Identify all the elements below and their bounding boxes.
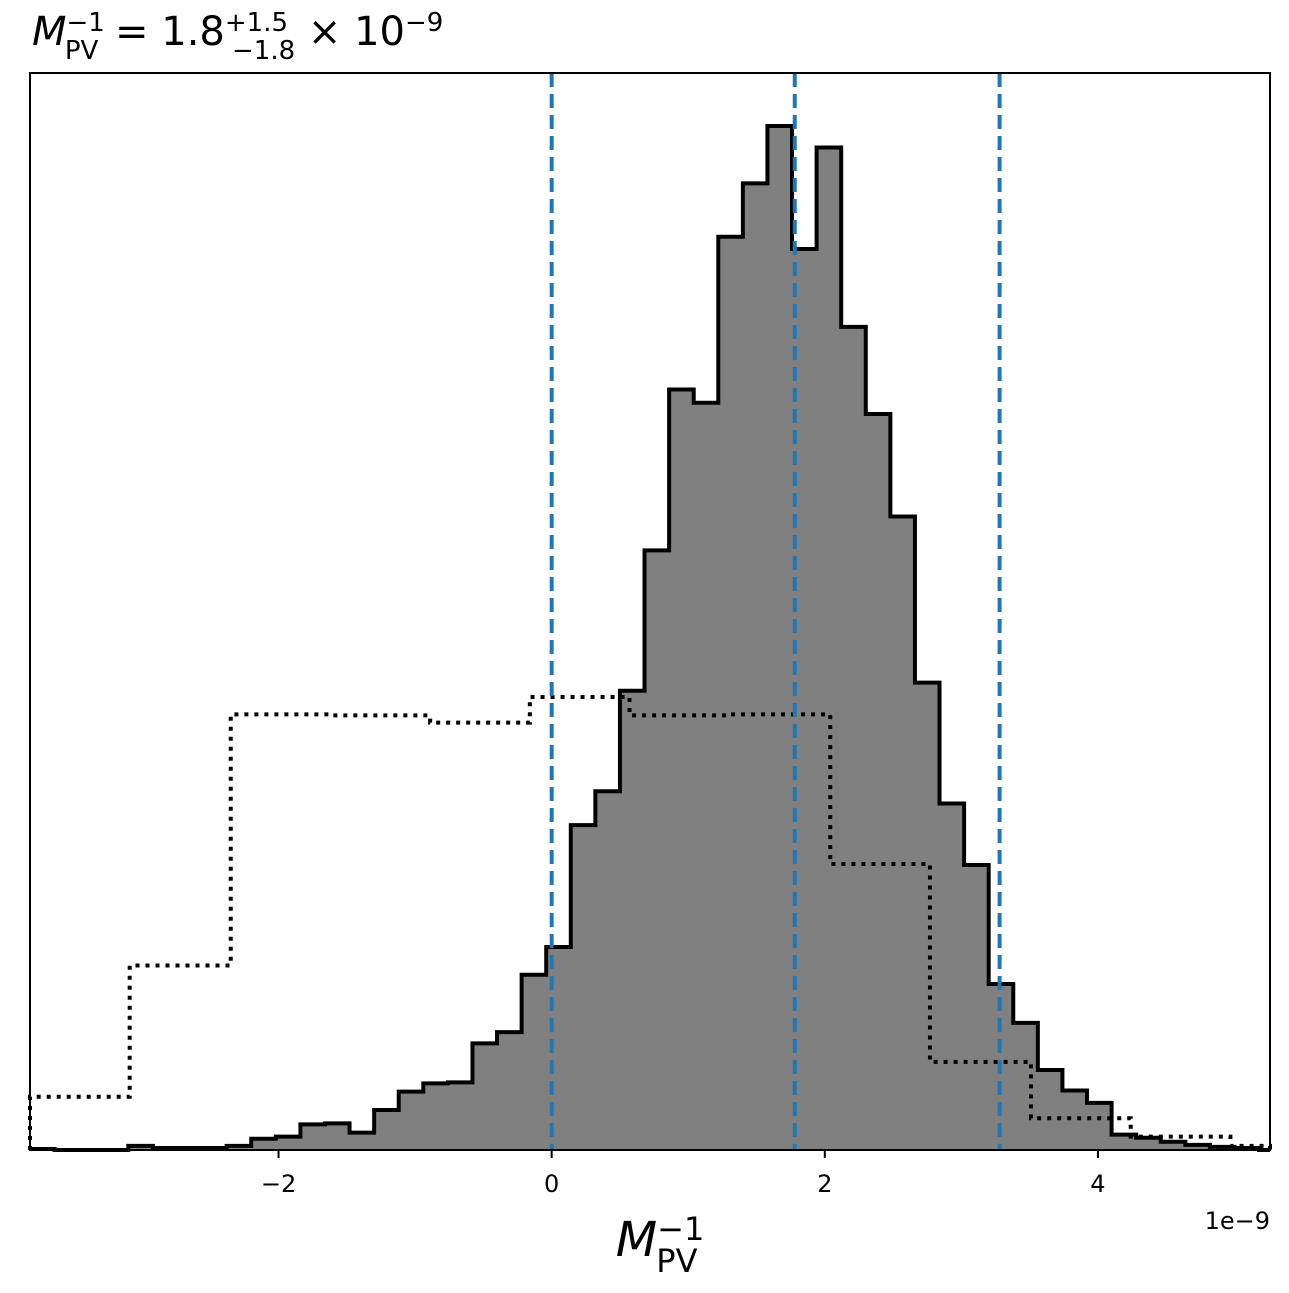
title-value: = 1.8 bbox=[102, 9, 225, 55]
title-symbol-sup: −1 bbox=[67, 8, 105, 38]
posterior-bar bbox=[890, 517, 915, 1150]
posterior-bar bbox=[300, 1124, 325, 1150]
x-axis-offset-text: 1e−9 bbox=[1205, 1207, 1270, 1235]
posterior-bar bbox=[1013, 1023, 1038, 1150]
posterior-bar bbox=[964, 865, 989, 1150]
x-axis-label-sub: PV bbox=[656, 1242, 697, 1280]
posterior-bar bbox=[841, 327, 866, 1150]
x-tick-label: 2 bbox=[817, 1170, 832, 1198]
posterior-bar bbox=[817, 148, 842, 1150]
title-symbol: M bbox=[32, 9, 67, 55]
posterior-bar bbox=[915, 683, 940, 1150]
x-tick-label: 0 bbox=[544, 1170, 559, 1198]
posterior-bar bbox=[792, 249, 817, 1150]
quantile-lines bbox=[549, 73, 1002, 1150]
x-tick-label: −2 bbox=[261, 1170, 296, 1198]
prior-outline bbox=[28, 694, 1272, 1150]
posterior-bar bbox=[767, 126, 792, 1150]
posterior-bar bbox=[694, 403, 719, 1150]
posterior-bar bbox=[1062, 1091, 1087, 1150]
x-axis-label-sup: −1 bbox=[657, 1210, 704, 1248]
title-times: × 10 bbox=[295, 9, 405, 55]
title-exp: −9 bbox=[405, 8, 443, 38]
x-tick-label: 4 bbox=[1090, 1170, 1105, 1198]
posterior-bar bbox=[718, 237, 743, 1150]
posterior-bar bbox=[669, 389, 694, 1150]
posterior-bar bbox=[1087, 1103, 1112, 1150]
title-err-minus: −1.8 bbox=[232, 36, 295, 66]
x-axis-label-symbol: M bbox=[616, 1212, 657, 1268]
posterior-bar bbox=[350, 1133, 375, 1150]
posterior-bar bbox=[571, 825, 596, 1150]
posterior-bar bbox=[497, 1032, 522, 1150]
posterior-fill bbox=[30, 126, 1270, 1150]
posterior-bar bbox=[522, 975, 547, 1150]
posterior-bar bbox=[448, 1082, 473, 1150]
x-axis-label: M−1 PV bbox=[616, 1210, 705, 1280]
posterior-bar bbox=[940, 804, 965, 1150]
posterior-bar bbox=[645, 550, 670, 1150]
plot-frame bbox=[29, 72, 1271, 1151]
posterior-bar bbox=[866, 414, 891, 1150]
title-err-plus: +1.5 bbox=[225, 8, 288, 38]
chart-title: M−1 PV = 1.8+1.5 −1.8 × 10−9 bbox=[32, 8, 443, 66]
posterior-bar bbox=[472, 1043, 497, 1150]
x-axis-ticks: −2 0 2 4 bbox=[261, 1150, 1106, 1198]
posterior-bar bbox=[423, 1083, 448, 1150]
posterior-histogram bbox=[28, 124, 1270, 1152]
posterior-bar bbox=[620, 691, 645, 1150]
posterior-bar bbox=[399, 1092, 424, 1150]
posterior-bar bbox=[595, 791, 620, 1150]
posterior-outline bbox=[28, 124, 1270, 1152]
posterior-bar bbox=[1038, 1070, 1063, 1150]
posterior-bar bbox=[325, 1123, 350, 1150]
posterior-bar bbox=[374, 1110, 399, 1150]
prior-histogram bbox=[28, 694, 1272, 1150]
posterior-bar bbox=[743, 183, 768, 1150]
title-symbol-sub: PV bbox=[65, 36, 99, 66]
